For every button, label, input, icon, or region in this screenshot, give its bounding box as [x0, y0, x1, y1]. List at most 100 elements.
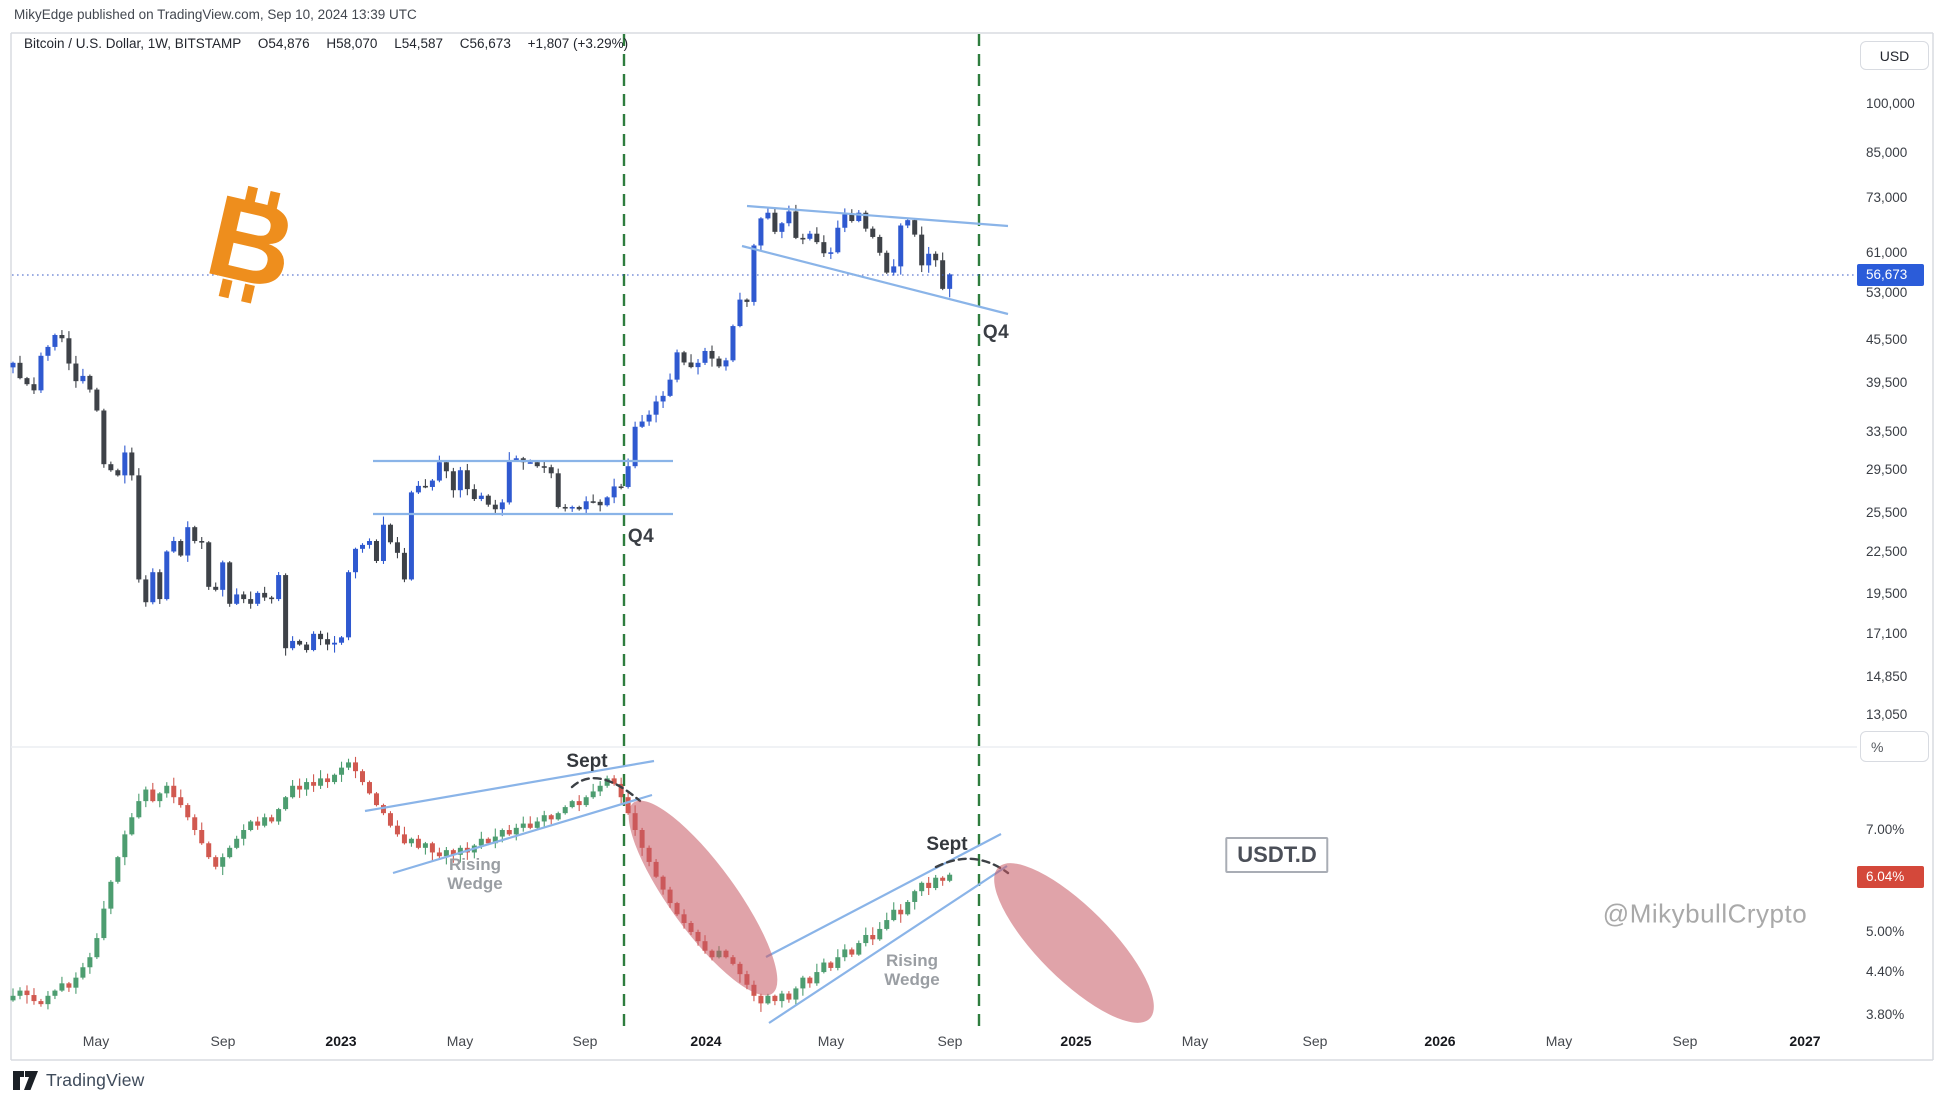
candle-body [241, 594, 247, 600]
drawing-dashed-dark-path[interactable] [570, 777, 642, 803]
candle-body [660, 395, 666, 402]
percent-scale-button[interactable]: % [1860, 731, 1929, 762]
candle-body [206, 843, 212, 858]
candle-body [884, 252, 890, 273]
candle-body [863, 934, 869, 944]
candle-body [394, 825, 400, 835]
candle-body [604, 497, 610, 506]
price-axis-label: 61,000 [1866, 245, 1908, 260]
candle-body [926, 253, 932, 266]
candle-body [415, 485, 421, 493]
time-axis-label: Sep [937, 1033, 963, 1049]
candle-body [800, 977, 806, 989]
candle-body [492, 504, 498, 510]
candle-body [408, 838, 414, 844]
drawing-blue-line[interactable] [364, 759, 655, 813]
drawing-dashed-dark-path[interactable] [934, 857, 1010, 875]
candle-body [429, 843, 435, 853]
time-axis-label: 2027 [1789, 1033, 1821, 1049]
ohlc-open: O54,876 [257, 36, 310, 51]
author-watermark: @MikybullCrypto [1602, 898, 1808, 929]
candle-body [52, 335, 58, 347]
candle-body [136, 475, 142, 580]
drawing-pink-ellipse[interactable] [607, 783, 799, 1013]
candle-body [269, 597, 275, 600]
candle-body [695, 362, 701, 368]
drawing-blue-line[interactable] [746, 204, 1009, 228]
candle-body [101, 908, 107, 939]
time-axis-label: May [1545, 1033, 1573, 1049]
candle-body [87, 957, 93, 968]
candle-body [443, 850, 449, 857]
candle-body [150, 789, 156, 802]
candle-body [401, 552, 407, 580]
candle-body [562, 506, 568, 509]
time-axis-label: 2024 [690, 1033, 722, 1049]
candle-body [443, 462, 449, 472]
candle-body [171, 785, 177, 798]
candle-body [248, 599, 254, 604]
time-axis-label: Sep [210, 1033, 236, 1049]
candle-body [325, 639, 331, 645]
candle-body [73, 363, 79, 382]
candle-body [422, 843, 428, 848]
candle-body [891, 266, 897, 273]
candle-body [185, 805, 191, 818]
candle-body [185, 527, 191, 556]
candle-body [674, 352, 680, 380]
candle-body [548, 467, 554, 474]
ohlc-close: C56,673 [459, 36, 511, 51]
drawing-pink-ellipse[interactable] [973, 842, 1175, 1044]
usd-scale-button[interactable]: USD [1860, 41, 1929, 70]
candle-body [688, 362, 694, 368]
candle-body [10, 995, 16, 1001]
candle-body [618, 783, 624, 798]
price-axis-label: 73,000 [1866, 190, 1908, 205]
candle-body [178, 797, 184, 806]
drawing-blue-line[interactable] [768, 865, 1008, 1024]
candle-body [604, 778, 610, 786]
candle-body [66, 983, 72, 988]
candle-body [346, 762, 352, 768]
candle-body [499, 830, 505, 837]
candle-body [17, 990, 23, 996]
time-axis-label: Sep [1672, 1033, 1698, 1049]
candle-body [304, 644, 310, 651]
usdtd-ticker-label: USDT.D [1225, 837, 1329, 873]
candle-body [772, 995, 778, 1002]
rising-wedge-2-line1: Rising [886, 951, 938, 970]
tradingview-logo[interactable]: TradingView [13, 1070, 145, 1091]
drawing-blue-line[interactable] [765, 833, 1002, 958]
price-axis-label: 14,850 [1866, 669, 1908, 684]
candle-body [199, 830, 205, 844]
candle-body [450, 471, 456, 491]
candle-body [122, 452, 128, 476]
candle-body [940, 877, 946, 881]
candle-body [255, 821, 261, 826]
candle-body [311, 633, 317, 651]
rising-wedge-2-line2: Wedge [884, 970, 940, 989]
candle-body [366, 782, 372, 794]
sept-label-2023: Sept [566, 751, 608, 772]
drawing-blue-line[interactable] [392, 793, 653, 875]
candle-body [765, 995, 771, 1004]
candle-body [122, 834, 128, 858]
last-price-tag: 56,673 [1857, 264, 1924, 286]
candle-body [199, 541, 205, 543]
candle-body [898, 225, 904, 267]
candle-body [408, 492, 414, 580]
drawing-blue-line[interactable] [741, 244, 1009, 316]
candle-body [366, 541, 372, 545]
candle-body [332, 642, 338, 645]
candle-body [262, 817, 268, 826]
candle-body [115, 470, 121, 476]
candle-body [835, 227, 841, 253]
candle-body [52, 990, 58, 996]
candle-body [632, 426, 638, 467]
candle-body [143, 789, 149, 802]
candle-body [576, 506, 582, 510]
candle-body [611, 486, 617, 498]
candle-body [24, 990, 30, 996]
candle-body [436, 852, 442, 857]
